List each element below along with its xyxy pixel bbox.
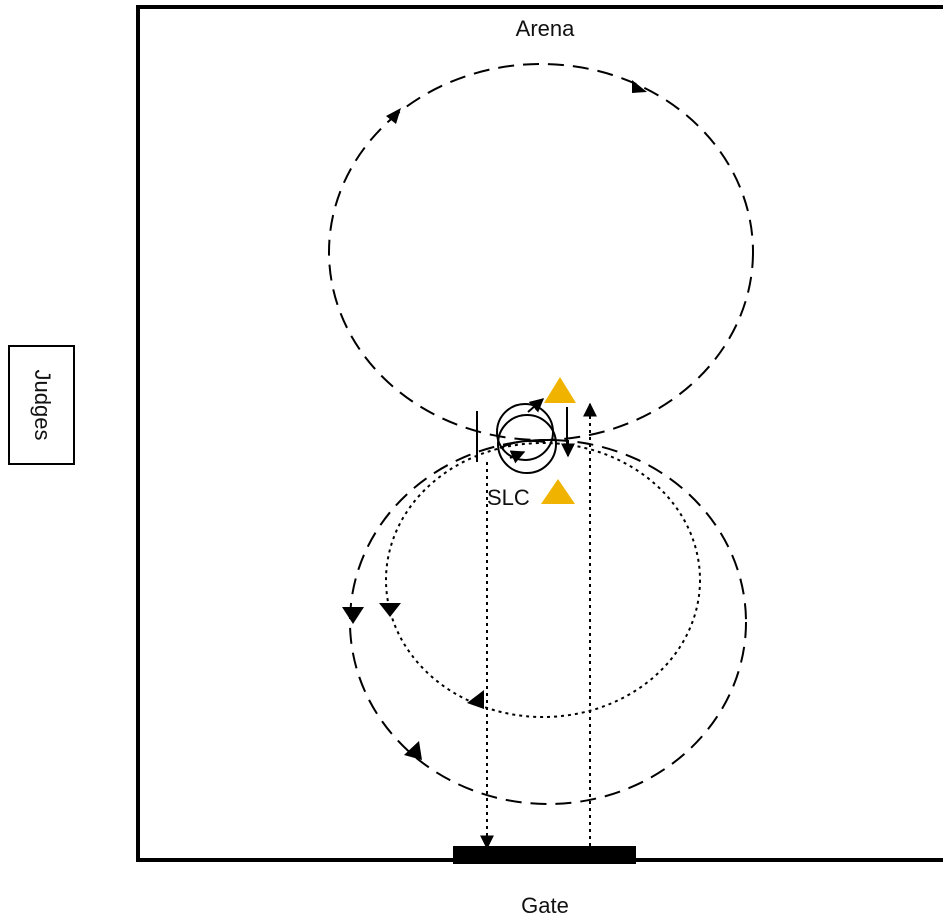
gate-label: Gate (521, 893, 569, 918)
small-circle-lower (497, 414, 557, 474)
lower-circle-path (349, 439, 747, 805)
cone-icon-lower (541, 479, 575, 504)
slc-label: SLC (487, 485, 530, 510)
center-arc-left (499, 439, 546, 449)
cone-icon-upper (544, 377, 576, 403)
arrowhead-icon (379, 603, 401, 617)
lower-dotted-circle-path (385, 442, 701, 718)
arrowhead-icon (632, 80, 647, 93)
center-arrow-small-right (509, 450, 526, 464)
arrowhead-icon (386, 108, 401, 124)
judges-box: Judges (8, 345, 75, 465)
gate-bar (453, 846, 636, 864)
arrowhead-icon (404, 741, 422, 760)
judges-label: Judges (29, 369, 55, 441)
arena-boundary (136, 5, 943, 862)
small-circle-upper (496, 403, 554, 461)
center-arrow-small-up (527, 398, 545, 413)
arrowhead-icon (467, 690, 484, 709)
arrowhead-icon (342, 607, 364, 624)
arena-label: Arena (516, 16, 575, 41)
